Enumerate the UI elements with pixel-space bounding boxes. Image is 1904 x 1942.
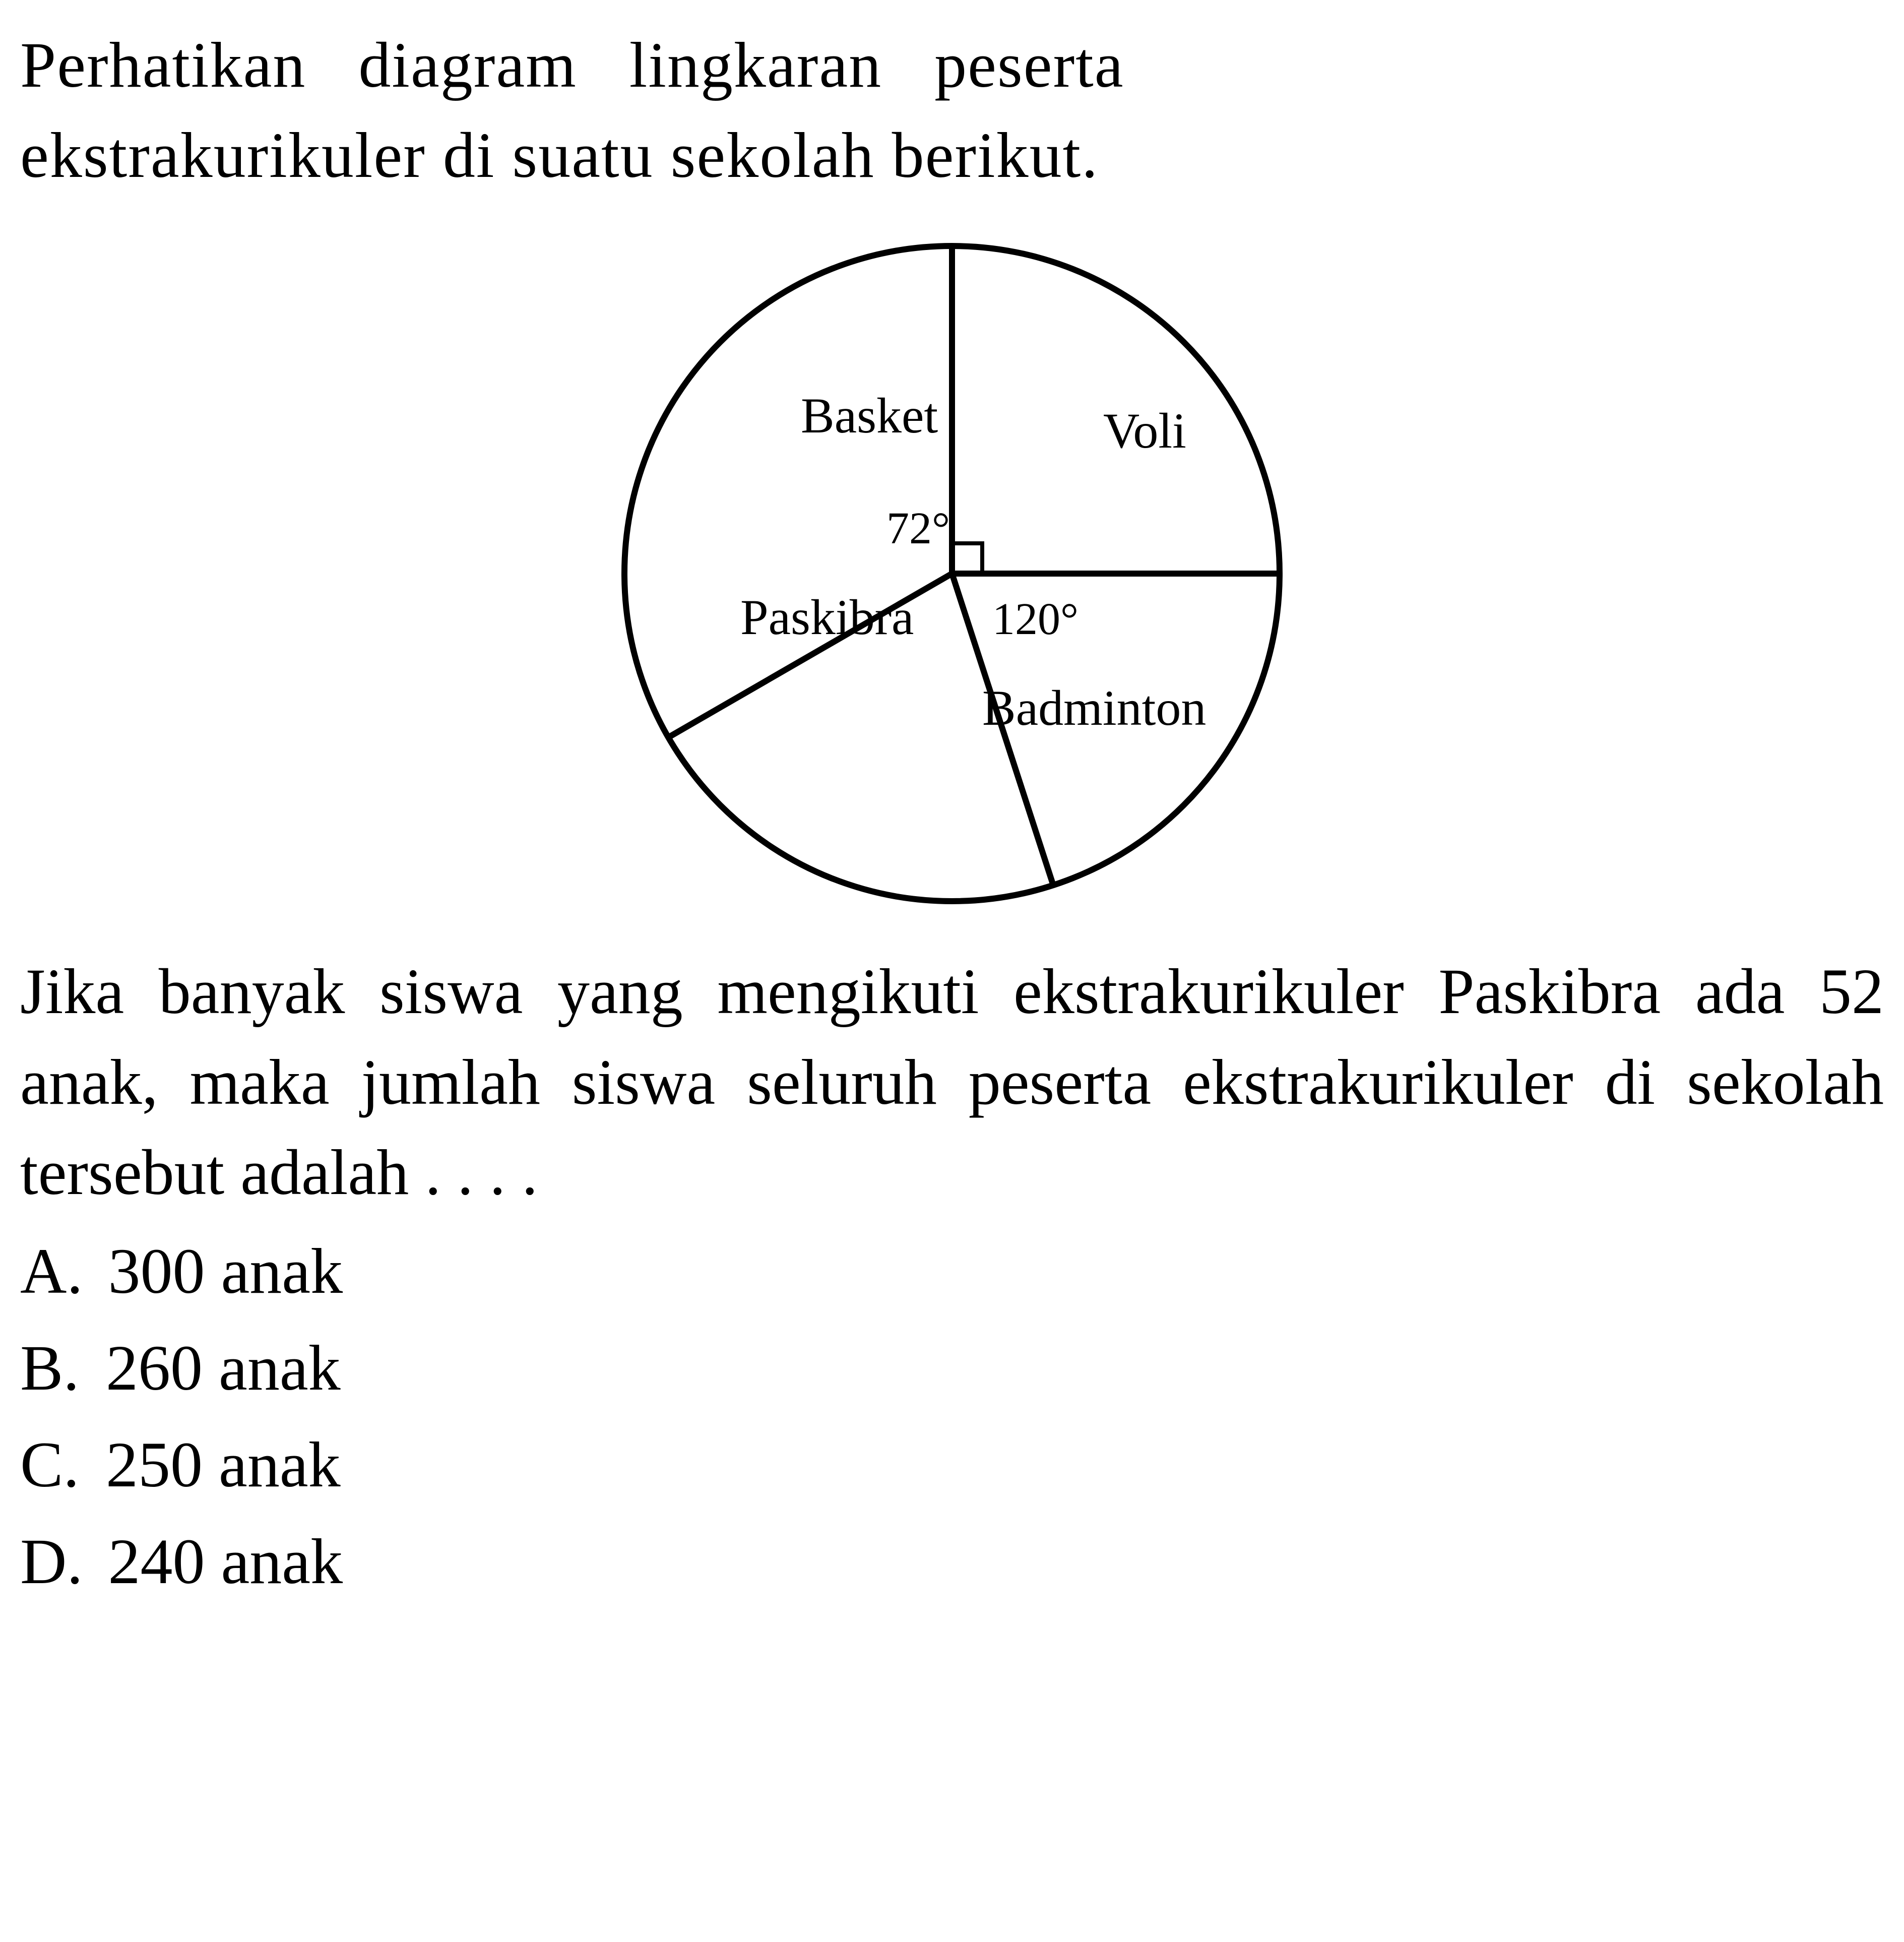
option-a: A. 300 anak (20, 1223, 1884, 1320)
option-text-c: 250 anak (106, 1416, 341, 1513)
intro-line1: Perhatikan diagram lingkaran peserta (20, 20, 1884, 110)
intro-line2: ekstrakurikuler di suatu sekolah berikut… (20, 110, 1884, 201)
svg-text:72°: 72° (886, 504, 950, 553)
svg-text:120°: 120° (992, 594, 1078, 644)
option-text-a: 300 anak (108, 1223, 343, 1320)
svg-text:Badminton: Badminton (982, 680, 1206, 736)
chart-container: Voli Basket 72° Paskibra Badminton 120° (20, 221, 1884, 926)
pie-chart: Voli Basket 72° Paskibra Badminton 120° (599, 221, 1305, 926)
option-b: B. 260 anak (20, 1320, 1884, 1416)
options-list: A. 300 anak B. 260 anak C. 250 anak D. 2… (20, 1223, 1884, 1610)
pie-chart-svg: Voli Basket 72° Paskibra Badminton 120° (599, 221, 1305, 926)
option-letter-a: A. (20, 1223, 83, 1320)
question-intro: Perhatikan diagram lingkaran peserta eks… (20, 20, 1884, 201)
option-text-d: 240 anak (108, 1513, 343, 1610)
option-c: C. 250 anak (20, 1416, 1884, 1513)
option-letter-c: C. (20, 1416, 81, 1513)
question-container: Perhatikan diagram lingkaran peserta eks… (20, 20, 1884, 1610)
option-letter-d: D. (20, 1513, 83, 1610)
option-d: D. 240 anak (20, 1513, 1884, 1610)
svg-text:Voli: Voli (1103, 403, 1186, 459)
question-body: Jika banyak siswa yang mengikuti ekstrak… (20, 947, 1884, 1218)
option-text-b: 260 anak (106, 1320, 341, 1416)
svg-text:Paskibra: Paskibra (740, 589, 914, 645)
svg-text:Basket: Basket (801, 388, 938, 444)
option-letter-b: B. (20, 1320, 81, 1416)
